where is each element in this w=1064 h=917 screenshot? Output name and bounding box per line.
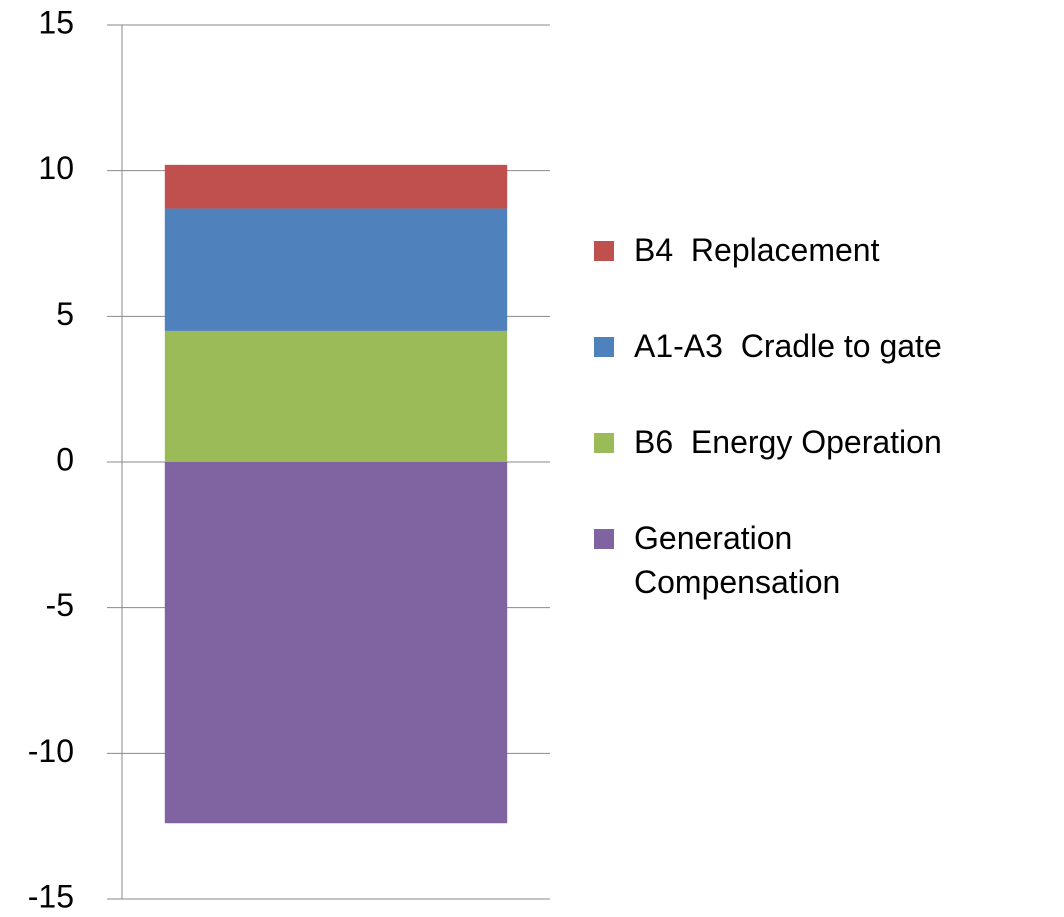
bar-segment (164, 330, 508, 462)
bar-segment (164, 164, 508, 209)
legend-label: Generation Compensation (634, 520, 841, 600)
y-tick-label: 0 (56, 441, 74, 477)
legend-label: A1-A3 Cradle to gate (634, 328, 942, 364)
bar-segment (164, 462, 508, 824)
legend-swatch (594, 529, 614, 549)
y-tick-label: 10 (38, 150, 74, 186)
y-tick-label: 15 (38, 4, 74, 40)
y-tick-label: -10 (28, 733, 74, 769)
legend-swatch (594, 241, 614, 261)
y-tick-label: -5 (46, 587, 74, 623)
legend-label: B6 Energy Operation (634, 424, 942, 460)
legend-swatch (594, 433, 614, 453)
legend-swatch (594, 337, 614, 357)
legend-label: B4 Replacement (634, 232, 880, 268)
y-tick-label: -15 (28, 878, 74, 914)
y-tick-label: 5 (56, 296, 74, 332)
bar-segment (164, 208, 508, 331)
